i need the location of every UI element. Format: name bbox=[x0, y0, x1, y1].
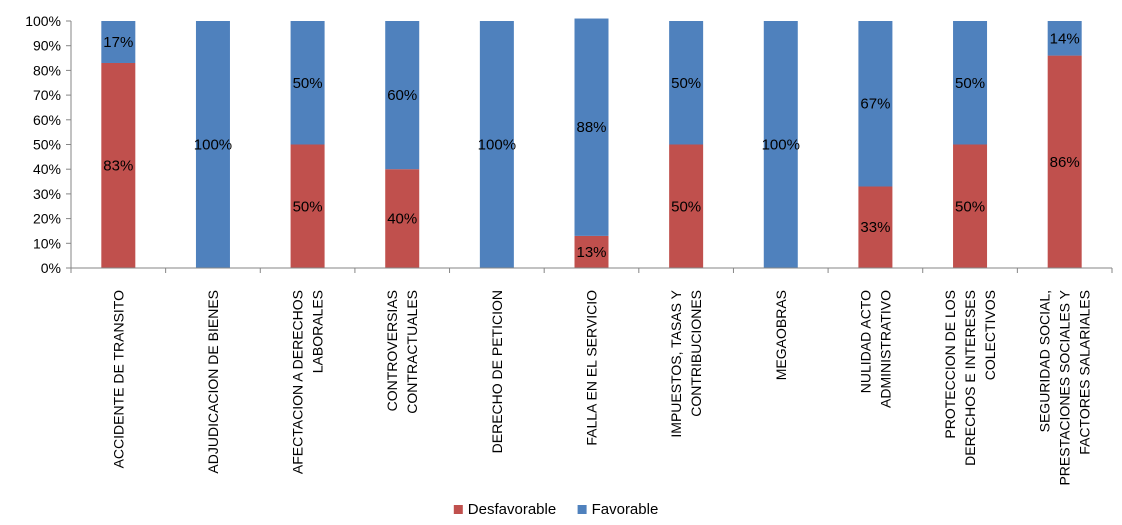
bar-favorable-0 bbox=[101, 21, 136, 63]
legend-swatch-favorable bbox=[577, 505, 587, 514]
bar-desfavorable-0 bbox=[101, 62, 136, 268]
x-tick-label: FALLA EN EL SERVICIO bbox=[584, 290, 600, 446]
y-tick-label: 20% bbox=[33, 211, 61, 227]
bar-desfavorable-6 bbox=[669, 144, 704, 268]
data-label-desfavorable-8: 33% bbox=[860, 219, 890, 236]
bar-desfavorable-2 bbox=[290, 144, 325, 268]
x-tick-label: DERECHO DE PETICION bbox=[489, 290, 505, 453]
bar-favorable-5 bbox=[574, 18, 609, 236]
x-tick-label: IMPUESTOS, TASAS Y CONTRIBUCIONES bbox=[668, 289, 704, 437]
bars-layer bbox=[101, 18, 1082, 268]
x-tick-label: SEGURIDAD SOCIAL, PRESTACIONES SOCIALES Y… bbox=[1037, 289, 1093, 485]
bar-favorable-9 bbox=[953, 21, 988, 145]
data-label-desfavorable-3: 40% bbox=[387, 211, 417, 228]
bar-favorable-3 bbox=[385, 21, 420, 170]
y-tick-label: 80% bbox=[33, 62, 61, 78]
y-tick-label: 0% bbox=[41, 260, 61, 276]
bar-favorable-2 bbox=[290, 21, 325, 145]
x-tick-label: NULIDAD ACTO ADMINISTRATIVO bbox=[857, 290, 893, 408]
bar-favorable-10 bbox=[1047, 21, 1082, 56]
data-label-favorable-1: 100% bbox=[194, 137, 232, 154]
bar-favorable-1 bbox=[195, 21, 230, 268]
x-tick-label: PROTECCION DE LOS DERECHOS E INTERESES COL… bbox=[942, 290, 998, 466]
data-label-favorable-2: 50% bbox=[293, 75, 323, 92]
data-label-favorable-10: 14% bbox=[1050, 30, 1080, 47]
legend: Desfavorable Favorable bbox=[453, 501, 659, 518]
legend-label-desfavorable: Desfavorable bbox=[468, 501, 556, 518]
data-label-desfavorable-9: 50% bbox=[955, 198, 985, 215]
data-label-favorable-8: 67% bbox=[860, 96, 890, 113]
axes: 0% 10% 20% 30% 40% 50% 60% 70% 80% 90% 100% ACCIDEN… bbox=[25, 13, 1113, 486]
y-tick-label: 10% bbox=[33, 235, 61, 251]
data-label-desfavorable-10: 86% bbox=[1050, 154, 1080, 171]
y-tick-label: 60% bbox=[33, 112, 61, 128]
data-label-desfavorable-6: 50% bbox=[671, 198, 701, 215]
y-tick-label: 100% bbox=[25, 13, 61, 29]
x-tick-label: MEGAOBRAS bbox=[773, 290, 789, 380]
data-label-desfavorable-5: 13% bbox=[576, 244, 606, 261]
data-label-favorable-4: 100% bbox=[478, 137, 516, 154]
bar-desfavorable-5 bbox=[574, 235, 609, 268]
y-tick-label: 50% bbox=[33, 137, 61, 153]
y-tick-label: 70% bbox=[33, 87, 61, 103]
x-tick-label: ACCIDENTE DE TRANSITO bbox=[110, 290, 126, 469]
x-tick-label: ADJUDICACION DE BIENES bbox=[205, 290, 221, 474]
data-label-desfavorable-0: 83% bbox=[103, 157, 133, 174]
bar-desfavorable-9 bbox=[953, 144, 988, 268]
data-label-desfavorable-2: 50% bbox=[293, 198, 323, 215]
data-label-favorable-6: 50% bbox=[671, 75, 701, 92]
bar-desfavorable-8 bbox=[858, 186, 893, 268]
bar-desfavorable-10 bbox=[1047, 55, 1082, 268]
bar-favorable-7 bbox=[763, 21, 798, 268]
legend-label-favorable: Favorable bbox=[592, 501, 659, 518]
data-label-favorable-5: 88% bbox=[576, 119, 606, 136]
data-label-favorable-0: 17% bbox=[103, 34, 133, 51]
y-tick-label: 90% bbox=[33, 38, 61, 54]
legend-swatch-desfavorable bbox=[453, 505, 463, 514]
y-tick-label: 40% bbox=[33, 161, 61, 177]
bar-favorable-6 bbox=[669, 21, 704, 145]
data-label-favorable-3: 60% bbox=[387, 87, 417, 104]
data-label-favorable-7: 100% bbox=[762, 137, 800, 154]
data-label-favorable-9: 50% bbox=[955, 75, 985, 92]
bar-favorable-4 bbox=[479, 21, 514, 268]
y-tick-label: 30% bbox=[33, 186, 61, 202]
x-tick-label: CONTROVERSIAS CONTRACTUALES bbox=[384, 290, 420, 414]
data-labels-layer: 83% 17% 100% 50% 50% 40% 60% 100% 13% 88% 50% 50% 10… bbox=[103, 30, 1079, 261]
bar-desfavorable-3 bbox=[385, 169, 420, 268]
bar-favorable-8 bbox=[858, 21, 893, 187]
x-tick-label: AFECTACION A DERECHOS LABORALES bbox=[290, 290, 326, 474]
